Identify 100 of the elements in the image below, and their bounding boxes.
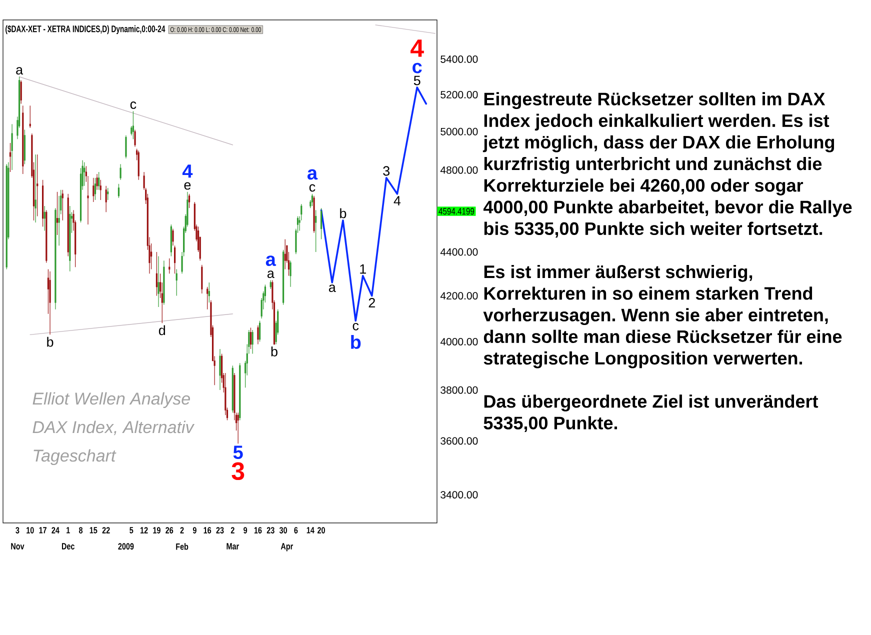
x-tick-label: 5	[130, 527, 134, 534]
x-tick-label: 17	[39, 527, 46, 534]
x2-tick-label: 2009	[118, 543, 134, 550]
y-tick-label: 5200.00	[440, 90, 478, 98]
candlestick	[250, 327, 252, 350]
candlestick	[125, 135, 127, 159]
annotation: 2	[368, 298, 375, 308]
x-tick-label: 2	[230, 527, 234, 534]
annotation: 3	[383, 166, 390, 176]
x-tick-label: 6	[294, 527, 298, 534]
x-tick-label: 26	[166, 527, 174, 534]
text: Eingestreute Rücksetzer sollten im DAX Index jedoch einkalkuliert werden. Es ist jetzt möglich, dass der DAX die Erholung kurzfristig unterbricht und zunächst die Korrekturziele bei 4260,00 oder sogar 4000,00 Punkte abarbeitet, bevor die Rallye bis 5335,00 Punkte sich weiter fortsetzt.	[482, 92, 852, 238]
annotation: a	[307, 169, 318, 180]
annotation: b	[271, 346, 278, 356]
candlestick	[118, 184, 120, 198]
text: Das übergeordnete Ziel ist unverändert 5335,00 Punkte.	[484, 394, 818, 432]
candlestick	[311, 194, 314, 206]
x-tick-label: 22	[102, 527, 110, 534]
y-tick-label: 4000.00	[440, 338, 478, 346]
candlestick	[201, 264, 203, 294]
candlestick	[29, 105, 31, 128]
text: 4594.4199	[438, 208, 474, 215]
candlestick	[56, 192, 58, 236]
annotation: c	[412, 62, 422, 74]
annotation: c	[309, 184, 316, 192]
x-tick-label: 9	[192, 527, 196, 534]
candlestick	[172, 228, 174, 246]
y-tick-label: 5400.00	[440, 55, 478, 63]
candlestick	[320, 208, 322, 240]
x2-tick-label: Dec	[62, 543, 74, 550]
candlestick	[138, 150, 140, 180]
candlestick	[132, 110, 134, 140]
x-tick-label: 9	[244, 527, 248, 534]
candlestick	[237, 412, 239, 444]
x-tick-label: 23	[266, 527, 274, 534]
annotation: 5	[233, 446, 243, 460]
text: Es ist immer äußerst schwierig, Korrekturen in so einem starken Trend vorherzusagen. Wenn sie aber eintreten, dann sollte man diese Rücksetzer für eine strategische Longposition verwerten.	[483, 264, 842, 368]
x-tick-label: 16	[204, 527, 212, 534]
annotation: e	[184, 182, 191, 190]
candlestick	[156, 252, 158, 296]
annotation: 1	[360, 264, 366, 274]
candlestick	[208, 282, 210, 303]
annotation: c	[352, 322, 359, 330]
x-tick-label: 8	[79, 527, 83, 534]
annotation: a	[267, 270, 274, 278]
candlestick	[20, 80, 22, 104]
candlestick	[84, 162, 86, 186]
x2-tick-label: Apr	[280, 543, 294, 552]
candlestick	[252, 330, 254, 354]
y-tick-label: 4400.00	[440, 248, 478, 256]
x-tick-label: 24	[52, 527, 60, 534]
candlestick	[105, 186, 107, 212]
candlestick	[120, 164, 122, 180]
x-tick-label: 3	[16, 527, 20, 534]
x-tick-label: 23	[216, 527, 224, 534]
x2-tick-label: Mar	[226, 543, 239, 550]
annotation: 5	[414, 76, 420, 86]
candlestick	[62, 190, 64, 221]
y-tick-label: 3800.00	[440, 386, 478, 394]
candlestick	[315, 210, 317, 252]
x-tick-label: 30	[279, 527, 287, 534]
annotation: a	[328, 284, 336, 292]
annotation: 4	[394, 196, 401, 206]
y-tick-label: 4200.00	[440, 292, 478, 300]
annotation: b	[340, 208, 346, 218]
x2-tick-label: Nov	[11, 543, 24, 550]
line-series	[320, 86, 428, 322]
text: ($DAX-XET - XETRA INDICES,D) Dynamic,0:00-24	[6, 25, 166, 34]
candlestick	[100, 180, 102, 200]
x2-tick-label: Feb	[176, 543, 188, 550]
candlestick	[257, 325, 259, 345]
candlestick	[158, 256, 160, 308]
annotation: c	[130, 102, 136, 109]
candlestick	[258, 320, 261, 342]
candlestick	[174, 245, 176, 274]
annotation: Elliot Wellen Analyse DAX Index, Alternativ Tageschart	[32, 392, 195, 466]
annotation: 3	[232, 462, 244, 480]
annotation: 4	[410, 40, 424, 57]
y-tick-label: 4800.00	[440, 166, 478, 174]
annotation: b	[351, 334, 361, 349]
candlestick	[44, 206, 46, 232]
annotation: a	[266, 256, 276, 266]
candlestick	[98, 172, 100, 190]
candlestick	[96, 174, 98, 190]
candlestick	[92, 178, 94, 202]
y-tick-label: 3400.00	[440, 491, 478, 499]
x-tick-label: 15	[90, 527, 98, 534]
x-tick-label: 12	[140, 527, 148, 534]
candlestick	[49, 271, 51, 335]
candlestick	[206, 286, 208, 310]
candlestick	[11, 124, 13, 170]
x-tick-label: 19	[153, 527, 160, 534]
candlestick	[284, 238, 286, 270]
x-tick-label: 14	[306, 527, 314, 534]
candlestick	[219, 348, 221, 390]
candlestick	[94, 178, 96, 200]
x-tick-label: 10	[26, 527, 34, 534]
candlestick	[134, 129, 136, 148]
annotation: a	[16, 67, 24, 75]
candlestick	[188, 194, 190, 208]
